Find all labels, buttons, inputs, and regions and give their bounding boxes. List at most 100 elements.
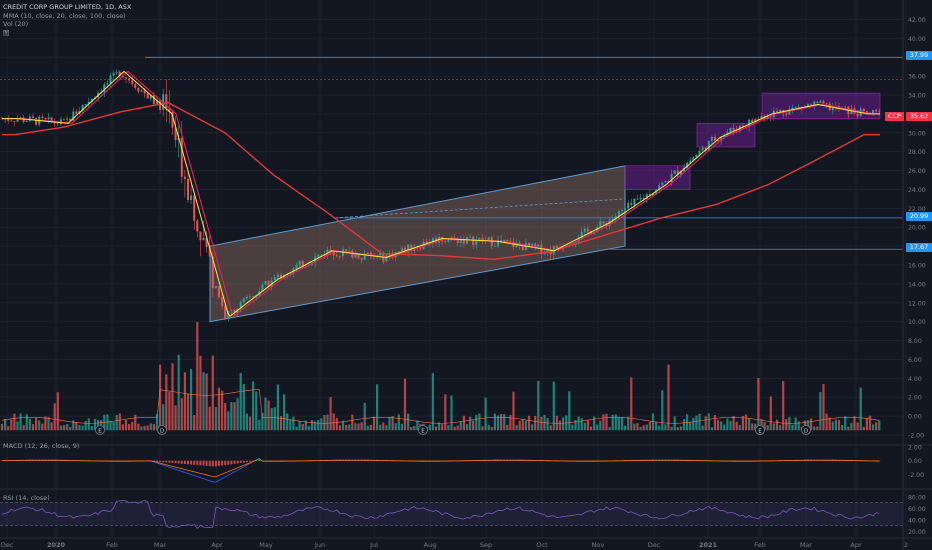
candle-body	[645, 194, 648, 199]
volume-bar	[754, 423, 757, 431]
candle-body	[692, 157, 695, 161]
candle-body	[183, 176, 186, 179]
volume-bar	[360, 422, 363, 431]
candle-body	[261, 284, 264, 292]
volume-bar	[509, 414, 512, 431]
volume-bar	[245, 413, 248, 431]
volume-bar	[670, 426, 673, 431]
volume-bar	[692, 417, 695, 431]
volume-bar	[31, 424, 35, 431]
volume-bar	[397, 414, 400, 431]
volume-bar	[329, 397, 332, 431]
volume-bar	[128, 424, 131, 431]
legend-volume[interactable]: Vol (20)	[3, 20, 29, 28]
candle-body	[788, 109, 791, 115]
macd-histogram-bar	[673, 460, 676, 462]
volume-bar	[385, 425, 388, 431]
volume-bar	[186, 393, 190, 431]
rsi-line	[1, 499, 880, 529]
volume-bar	[434, 426, 438, 431]
candle-body	[689, 160, 692, 163]
candle-body	[81, 104, 84, 111]
volume-bar	[53, 403, 56, 431]
volume-bar	[636, 423, 639, 431]
candle-body	[72, 111, 75, 121]
x-tick-label: Oct	[536, 541, 548, 549]
volume-bar	[416, 420, 419, 431]
volume-bar	[518, 420, 521, 431]
candle-body	[168, 108, 171, 112]
rsi-tick-label: 80.00	[908, 494, 926, 501]
candle-body	[66, 118, 69, 120]
macd-histogram-bar	[44, 460, 47, 462]
volume-bar	[134, 414, 137, 431]
volume-bar	[537, 380, 540, 431]
candle-body	[400, 247, 403, 252]
candle-body	[239, 302, 242, 309]
candle-body	[686, 162, 689, 169]
volume-bar	[478, 413, 481, 431]
macd-histogram-bar	[211, 460, 214, 467]
candle-body	[878, 111, 881, 112]
volume-bar	[403, 378, 407, 431]
candle-body	[785, 113, 788, 115]
volume-bar	[165, 374, 168, 431]
candle-body	[757, 118, 760, 120]
candle-body	[472, 236, 475, 245]
candle-body	[369, 252, 372, 255]
candle-body	[156, 100, 158, 104]
volume-bar	[813, 426, 816, 431]
rsi-label[interactable]: RSI (14, close)	[3, 494, 50, 502]
volume-bar	[546, 418, 549, 431]
volume-bar	[844, 416, 847, 431]
volume-bar	[159, 364, 162, 431]
candle-body	[466, 237, 468, 244]
candle-body	[534, 243, 537, 247]
channel-midline	[334, 198, 626, 219]
candle-body	[627, 202, 630, 209]
volume-bar	[366, 425, 369, 431]
volume-bar	[199, 355, 202, 431]
volume-bar	[193, 415, 196, 431]
price-tick-label: 14.00	[908, 281, 926, 288]
volume-bar	[248, 416, 252, 431]
candle-body	[211, 256, 214, 289]
legend-mma[interactable]: MMA (10, close, 20, close, 100, close)	[3, 11, 126, 20]
candle-body	[218, 285, 220, 298]
candle-body	[667, 181, 670, 183]
candle-body	[630, 202, 633, 205]
volume-bar	[586, 420, 589, 431]
chart-legend: CREDIT CORP GROUP LIMITED, 1D, ASX MMA (…	[3, 3, 131, 37]
candle-body	[652, 193, 654, 197]
volume-bar	[540, 416, 543, 431]
candle-body	[227, 310, 230, 320]
volume-bar	[456, 425, 459, 431]
macd-label[interactable]: MACD (12, 26, close, 9)	[3, 442, 80, 450]
volume-bar	[462, 415, 465, 431]
macd-histogram-bar	[357, 460, 360, 462]
candle-body	[22, 117, 25, 122]
macd-histogram-bar	[645, 460, 648, 462]
volume-bar	[155, 414, 159, 431]
volume-bar	[441, 424, 444, 431]
candle-body	[348, 250, 351, 252]
macd-histogram-bar	[218, 460, 220, 466]
macd-histogram-bar	[807, 460, 809, 462]
volume-bar	[276, 384, 279, 431]
volume-bar	[407, 413, 410, 431]
candle-body	[342, 249, 344, 257]
macd-histogram-bar	[187, 460, 189, 465]
volume-bar	[735, 421, 738, 431]
volume-bar	[568, 391, 571, 431]
volume-bar	[810, 418, 813, 431]
volume-bar	[152, 424, 155, 431]
volume-bar	[744, 414, 748, 431]
macd-histogram-bar	[22, 460, 25, 462]
candle-body	[862, 108, 865, 112]
volume-bar	[38, 420, 41, 431]
volume-bar	[469, 416, 472, 431]
legend-symbol[interactable]: CREDIT CORP GROUP LIMITED, 1D, ASX	[3, 3, 132, 11]
macd-histogram-bar	[506, 460, 509, 462]
volume-bar	[227, 411, 230, 431]
